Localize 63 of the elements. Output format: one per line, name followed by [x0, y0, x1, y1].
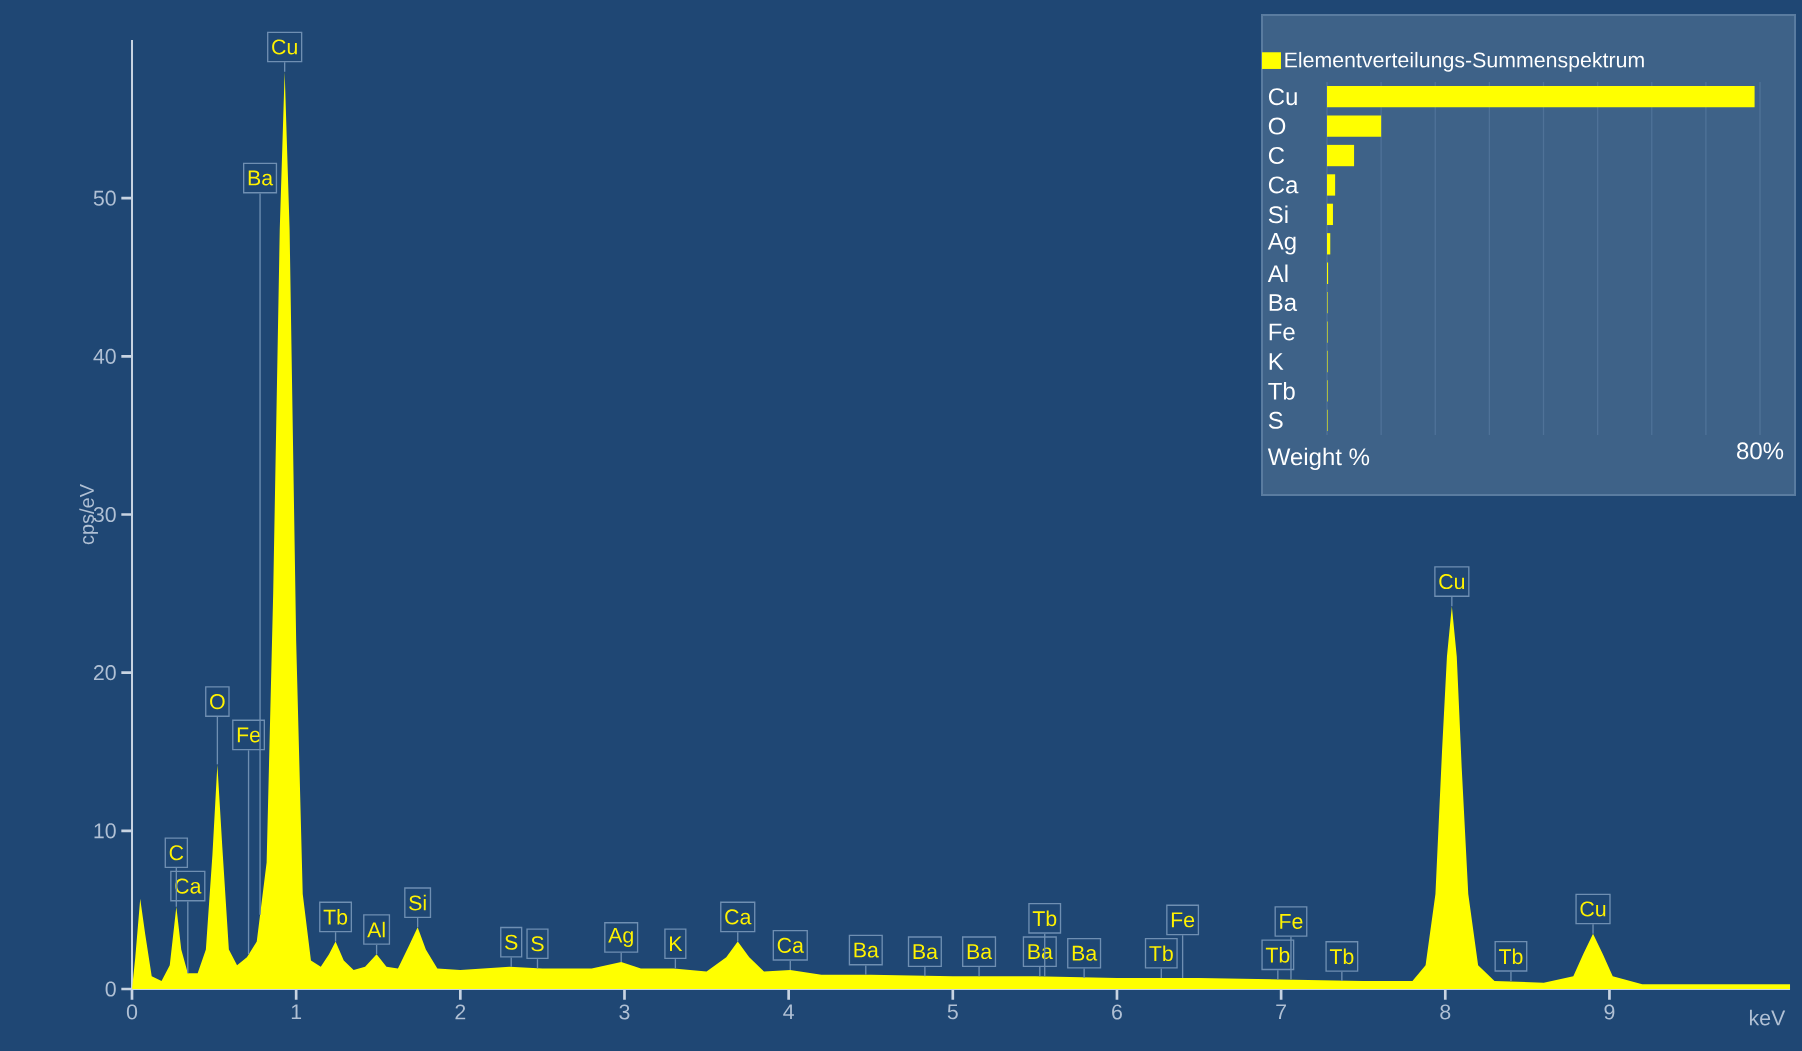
bar [1327, 144, 1355, 167]
y-tick-label: 20 [93, 665, 116, 681]
y-tick-label: 0 [105, 981, 116, 997]
x-tick-label: 80% [1737, 442, 1784, 460]
x-tick-label: 8 [1440, 1004, 1451, 1020]
x-tick-label: 3 [619, 1004, 630, 1020]
annotation: Tb [1498, 948, 1523, 965]
bar [1327, 174, 1336, 196]
annotation: Ba [967, 944, 993, 960]
y-tick-label: K [1269, 353, 1284, 370]
x-tick-label: 2 [455, 1004, 466, 1020]
y-tick-label: C [1268, 147, 1285, 165]
annotation: Tb [323, 909, 348, 925]
annotation: Ba [1072, 945, 1098, 961]
annotation: Fe [237, 727, 261, 743]
annotation: Cu [272, 39, 297, 55]
annotation: Cu [1439, 574, 1465, 590]
annotation: O [210, 694, 225, 710]
y-tick-label: 10 [94, 823, 116, 839]
x-tick-label: 9 [1604, 1004, 1615, 1020]
y-tick-label: Tb [1268, 382, 1295, 400]
x-tick-label: 6 [1112, 1004, 1122, 1020]
x-tick-label: 0 [126, 1004, 138, 1020]
x-tick-label: 1 [291, 1004, 302, 1020]
y-tick-label: Fe [1269, 323, 1295, 341]
x-tick-label: 7 [1276, 1004, 1286, 1020]
y-tick-label: Al [1267, 264, 1288, 282]
annotation: S [505, 934, 518, 950]
annotation: Cu [1580, 901, 1606, 917]
annotation: Ag [608, 927, 633, 947]
annotation: Al [367, 921, 385, 938]
annotation: Tb [1329, 948, 1354, 965]
y-tick-label: Ag [1267, 233, 1296, 255]
y-tick-label: Si [1268, 205, 1288, 224]
legend-label: Elementverteilungs-Summenspektrum [1285, 51, 1644, 72]
y-tick-label: S [1268, 411, 1283, 429]
y-tick-label: Ba [1269, 294, 1298, 311]
x-axis-title: Weight % [1267, 447, 1370, 471]
annotation: Ca [725, 909, 752, 925]
annotation: C [169, 845, 184, 861]
x-tick-label: 5 [947, 1004, 958, 1020]
annotation: Si [409, 894, 426, 911]
y-tick-label: 40 [93, 348, 116, 364]
annotation: Tb [1032, 910, 1057, 927]
annotation: K [670, 936, 683, 952]
annotation: Ba [913, 944, 938, 960]
x-axis-title: keV [1749, 1009, 1786, 1026]
y-tick-label: Ca [1268, 176, 1299, 194]
bar [1327, 86, 1755, 108]
annotation: Ba [1028, 944, 1053, 960]
y-tick-label: O [1268, 117, 1286, 135]
x-tick-label: 4 [783, 1004, 794, 1020]
annotation: Fe [1171, 912, 1195, 928]
y-tick-label: Cu [1268, 88, 1297, 106]
bar [1327, 115, 1382, 137]
annotation: S [531, 936, 544, 952]
annotation: Ba [854, 942, 879, 958]
y-tick-label: 50 [93, 190, 116, 206]
annotation: Ba [248, 170, 274, 186]
bar [1327, 203, 1333, 226]
annotation: Tb [1149, 945, 1173, 962]
annotation: Ca [777, 937, 804, 953]
bar [1327, 233, 1331, 255]
